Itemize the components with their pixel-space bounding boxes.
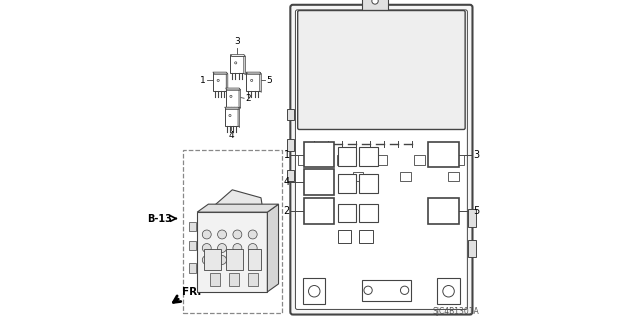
Bar	[376, 155, 387, 165]
Bar	[305, 172, 316, 181]
Bar	[287, 170, 294, 181]
Bar	[229, 273, 239, 286]
Bar	[337, 204, 356, 222]
Circle shape	[202, 230, 211, 239]
Text: FR.: FR.	[182, 287, 201, 297]
Bar	[362, 0, 388, 14]
Bar	[210, 273, 220, 286]
Circle shape	[364, 286, 372, 294]
Circle shape	[248, 230, 257, 239]
Circle shape	[443, 286, 454, 297]
Polygon shape	[268, 204, 278, 292]
Text: SJC4B1301A: SJC4B1301A	[432, 308, 479, 316]
Bar	[184, 150, 282, 313]
Bar	[337, 155, 348, 165]
FancyBboxPatch shape	[296, 10, 467, 309]
Bar	[359, 204, 378, 222]
Bar	[428, 142, 459, 167]
Bar	[448, 172, 459, 181]
Bar	[353, 172, 364, 181]
Circle shape	[217, 79, 220, 81]
Polygon shape	[213, 72, 228, 74]
Bar	[453, 155, 464, 165]
FancyBboxPatch shape	[291, 5, 472, 315]
Circle shape	[251, 79, 253, 81]
Circle shape	[202, 256, 211, 264]
Bar	[337, 174, 356, 193]
FancyBboxPatch shape	[298, 11, 465, 130]
Circle shape	[233, 256, 242, 264]
Circle shape	[218, 230, 227, 239]
Bar	[401, 172, 412, 181]
Polygon shape	[246, 72, 261, 74]
Text: 1: 1	[200, 76, 206, 85]
Bar	[468, 240, 476, 257]
Polygon shape	[260, 72, 261, 93]
Bar	[204, 249, 221, 270]
Bar	[337, 230, 351, 243]
Bar	[225, 88, 239, 107]
Polygon shape	[197, 204, 278, 212]
Bar	[359, 230, 373, 243]
Polygon shape	[197, 212, 268, 292]
Text: B-13: B-13	[147, 213, 172, 224]
Polygon shape	[226, 72, 228, 93]
Bar	[248, 249, 261, 270]
Text: 4: 4	[228, 131, 234, 140]
Circle shape	[401, 286, 409, 294]
Bar	[189, 241, 196, 250]
Polygon shape	[225, 88, 241, 90]
Bar	[230, 55, 244, 73]
Circle shape	[235, 62, 237, 64]
Circle shape	[233, 230, 242, 239]
Bar	[437, 278, 460, 304]
Bar	[359, 174, 378, 193]
Polygon shape	[239, 88, 241, 108]
Bar	[287, 139, 294, 151]
Polygon shape	[230, 55, 245, 56]
Text: 3: 3	[473, 150, 479, 160]
Text: 5: 5	[266, 76, 272, 85]
Bar	[248, 273, 259, 286]
Bar	[189, 222, 196, 231]
Bar	[428, 198, 459, 224]
Bar	[226, 249, 243, 270]
Polygon shape	[244, 55, 245, 75]
Text: 2: 2	[284, 206, 290, 216]
Text: 3: 3	[234, 37, 240, 46]
Bar	[304, 142, 334, 167]
Bar	[298, 155, 309, 165]
Bar	[468, 209, 476, 227]
Circle shape	[229, 115, 231, 116]
Circle shape	[308, 286, 320, 297]
Polygon shape	[238, 107, 239, 128]
Circle shape	[202, 244, 211, 253]
Circle shape	[248, 244, 257, 253]
Circle shape	[218, 244, 227, 253]
Bar	[225, 107, 238, 126]
Circle shape	[233, 244, 242, 253]
Text: 2: 2	[245, 94, 251, 103]
Circle shape	[230, 95, 232, 97]
Bar	[414, 155, 425, 165]
Bar	[304, 169, 334, 195]
Polygon shape	[207, 190, 264, 219]
Bar	[304, 198, 334, 224]
Text: 4: 4	[284, 177, 290, 187]
Bar	[359, 146, 378, 166]
Bar	[362, 280, 411, 301]
Circle shape	[218, 256, 227, 264]
Bar	[213, 72, 226, 91]
Bar	[303, 278, 325, 304]
Bar	[246, 72, 260, 91]
Circle shape	[372, 0, 378, 4]
Text: 5: 5	[473, 206, 479, 216]
Bar	[337, 146, 356, 166]
Bar	[287, 109, 294, 120]
Bar	[189, 263, 196, 273]
Text: 1: 1	[284, 150, 290, 160]
Polygon shape	[225, 107, 239, 109]
